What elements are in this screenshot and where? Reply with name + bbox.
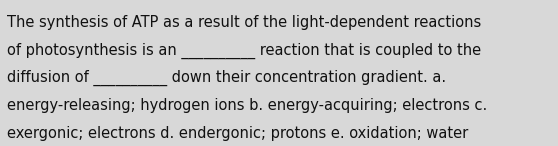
Text: The synthesis of ATP as a result of the light-dependent reactions: The synthesis of ATP as a result of the … (7, 15, 481, 30)
Text: diffusion of __________ down their concentration gradient. a.: diffusion of __________ down their conce… (7, 70, 446, 86)
Text: of photosynthesis is an __________ reaction that is coupled to the: of photosynthesis is an __________ react… (7, 42, 481, 59)
Text: exergonic; electrons d. endergonic; protons e. oxidation; water: exergonic; electrons d. endergonic; prot… (7, 126, 468, 141)
Text: energy-releasing; hydrogen ions b. energy-acquiring; electrons c.: energy-releasing; hydrogen ions b. energ… (7, 98, 487, 113)
